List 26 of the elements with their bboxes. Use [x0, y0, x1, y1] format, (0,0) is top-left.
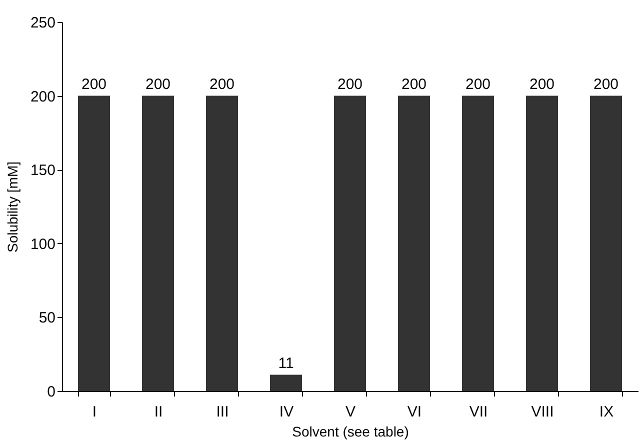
x-tick-label: IX [599, 404, 614, 420]
data-label: 200 [465, 76, 491, 93]
y-tick-label: 0 [47, 384, 56, 400]
x-tick-label: I [92, 404, 97, 420]
x-axis-title: Solvent (see table) [292, 424, 409, 440]
y-tick-label: 50 [38, 310, 56, 327]
data-label: 200 [145, 76, 171, 93]
data-label: 200 [401, 76, 427, 93]
y-tick-label: 100 [30, 236, 56, 253]
data-label: 200 [593, 76, 619, 93]
y-axis-title: Solubility [mM] [4, 161, 20, 253]
data-label: 200 [337, 76, 363, 93]
y-tick-label: 150 [30, 162, 56, 180]
x-tick-label: VIII [531, 404, 554, 420]
x-tick-label: VII [469, 404, 488, 420]
data-label: 200 [209, 76, 235, 93]
data-label: 200 [81, 76, 107, 93]
x-tick-label: V [345, 404, 356, 420]
x-tick-label: VI [407, 404, 422, 420]
y-tick-label: 200 [30, 88, 56, 106]
x-tick-label: II [154, 404, 163, 420]
y-tick-label: 250 [30, 14, 56, 32]
data-label: 200 [529, 76, 555, 93]
x-tick-label: IV [279, 404, 294, 420]
x-tick-label: III [216, 404, 229, 420]
data-label: 11 [278, 354, 294, 372]
